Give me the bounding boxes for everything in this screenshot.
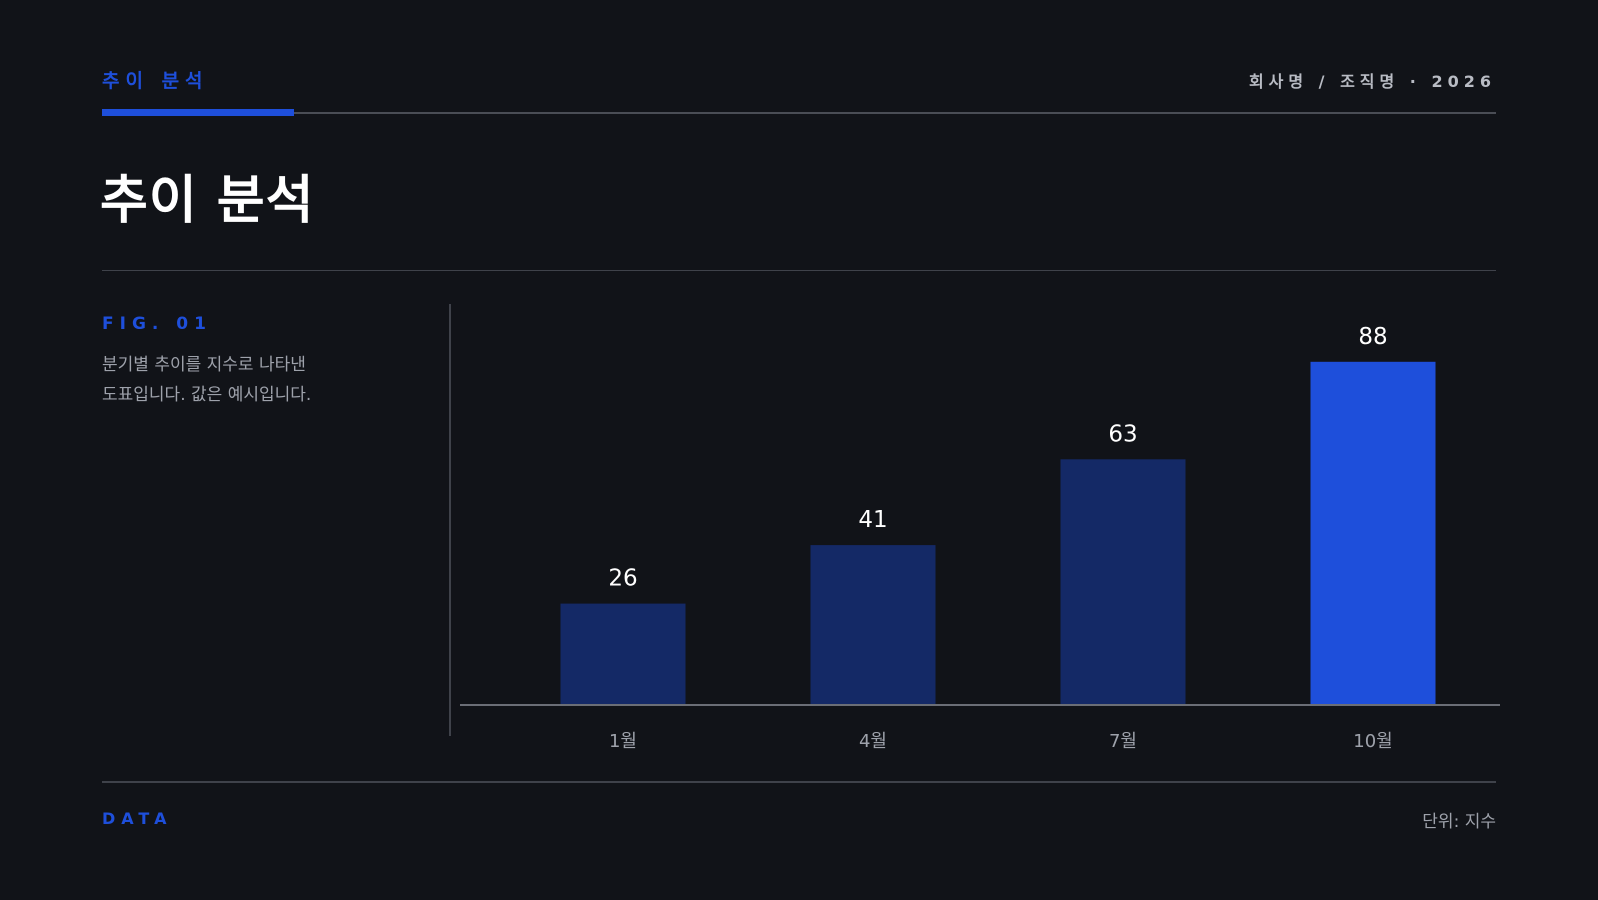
- bar-4: [1310, 361, 1436, 705]
- x-tick-label-1: 1월: [609, 731, 637, 752]
- organization-label: 회사명 / 조직명 · 2026: [1248, 72, 1496, 91]
- data-label-1: 26: [608, 566, 637, 592]
- data-label-4: 88: [1358, 324, 1387, 350]
- top-divider: [102, 112, 1496, 114]
- page-title: 추이 분석: [100, 171, 315, 231]
- x-tick-label-3: 7월: [1109, 731, 1137, 752]
- label-group: 26 1월 41 4월 63 7월 88 10월: [608, 324, 1392, 752]
- section-kicker: 추이 분석: [102, 70, 209, 92]
- data-label-2: 41: [858, 507, 887, 533]
- bottom-divider: [102, 781, 1496, 783]
- top-accent-bar: [102, 109, 294, 116]
- figure-label: FIG. 01: [102, 314, 212, 334]
- x-tick-label-2: 4월: [859, 731, 887, 752]
- bar-group: [560, 361, 1436, 705]
- figure-description: 분기별 추이를 지수로 나타낸 도표입니다. 값은 예시입니다.: [102, 355, 312, 405]
- title-divider: [102, 270, 1496, 271]
- footer-data-label: DATA: [102, 809, 173, 828]
- data-label-3: 63: [1108, 421, 1137, 447]
- bar-chart: 26 1월 41 4월 63 7월 88 10월: [460, 324, 1500, 752]
- bar-3: [1060, 459, 1186, 705]
- bar-1: [560, 603, 686, 705]
- vertical-divider: [449, 304, 451, 736]
- x-tick-label-4: 10월: [1353, 731, 1392, 752]
- unit-label: 단위: 지수: [1422, 812, 1496, 832]
- bar-2: [810, 545, 936, 705]
